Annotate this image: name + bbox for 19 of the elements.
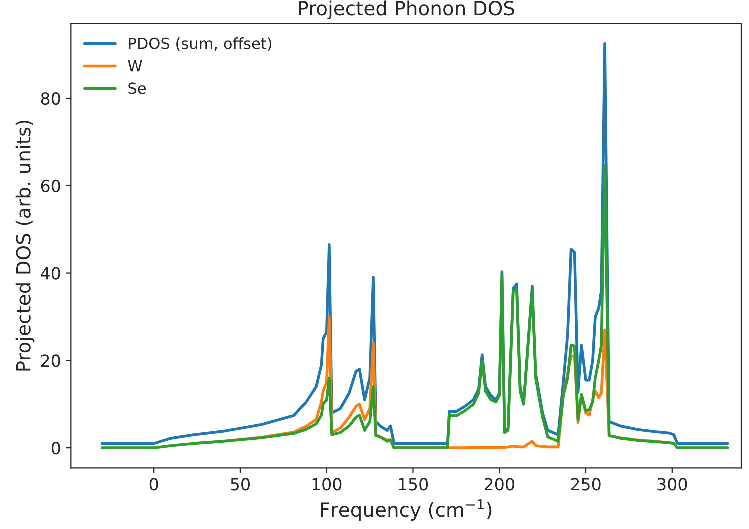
chart-title: Projected Phonon DOS <box>299 0 514 20</box>
y-tick-label: 0 <box>52 442 60 455</box>
x-tick-label: 0 <box>150 478 158 491</box>
x-tick-label: 50 <box>231 478 250 491</box>
legend-label: Se <box>128 82 146 94</box>
x-tick-label: 100 <box>312 478 342 491</box>
legend-label: PDOS (sum, offset) <box>129 38 272 52</box>
legend-label: W <box>128 60 142 72</box>
y-tick-label: 80 <box>41 92 60 106</box>
x-tick-label: 250 <box>571 478 601 491</box>
y-tick-label: 40 <box>41 267 60 280</box>
line-series <box>100 164 730 450</box>
y-tick-label: 20 <box>41 354 60 368</box>
y-tick-label: 60 <box>41 180 60 192</box>
x-tick-label: 150 <box>399 478 428 491</box>
x-axis-title: Frequency (cm$^{−1}$) <box>321 500 492 521</box>
x-tick-label: 300 <box>658 478 688 491</box>
y-axis-title: Projected DOS (arb. units) <box>16 120 35 371</box>
x-tick-label: 200 <box>484 478 514 491</box>
